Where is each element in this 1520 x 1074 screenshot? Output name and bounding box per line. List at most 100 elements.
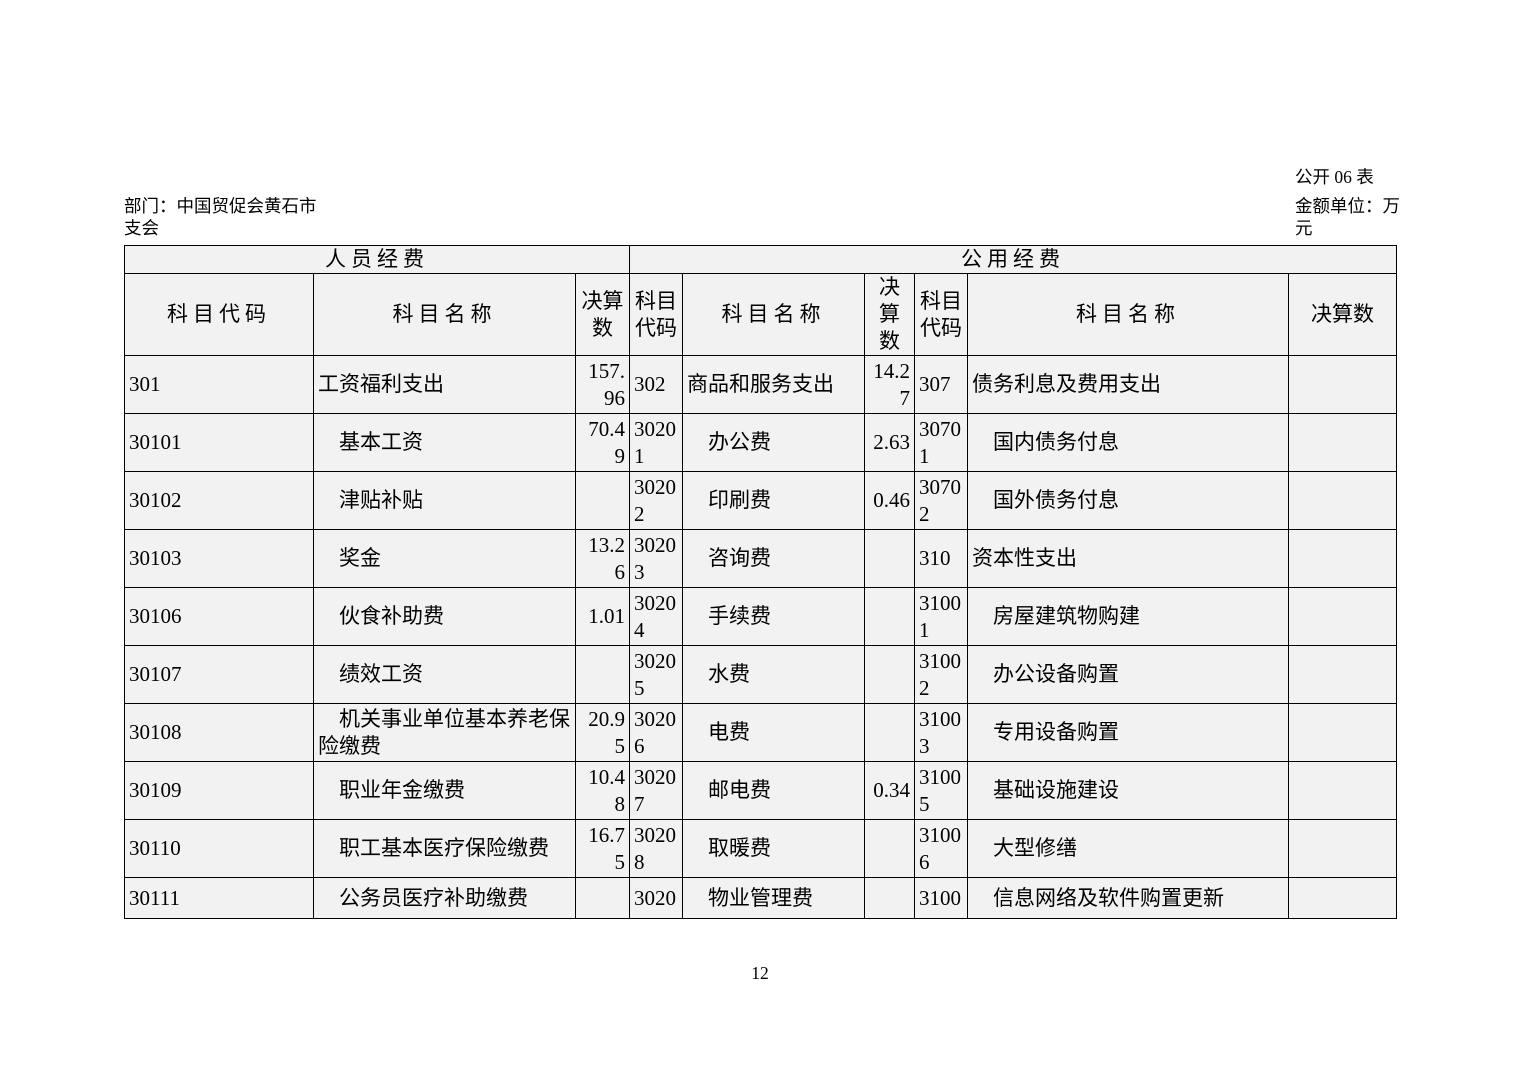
subject-name-cell: 伙食补助费 [313,587,576,646]
subject-code-cell: 30109 [124,761,314,820]
subject-name-cell: 电费 [682,703,866,762]
table-row: 30111 公务员医疗补助缴费 3020 物业管理费 3100 信息网络及软件购置更… [124,877,1398,919]
group-header-row: 人员经费 公用经费 [123,245,1398,274]
final-amount-cell [1288,355,1398,414]
column-header-subject-code: 科目代码 [124,273,314,356]
final-amount-cell [864,645,916,704]
subject-name-cell: 机关事业单位基本养老保险缴费 [313,703,576,762]
final-amount-cell [574,645,631,704]
final-amount-cell [1288,877,1398,919]
final-amount-cell: 2.63 [864,413,916,472]
department-label: 部门：中国贸促会黄石市 支会 [124,196,317,238]
subject-code-cell: 3020 [629,877,684,919]
subject-name-cell: 基本工资 [313,413,576,472]
table-row: 301 工资福利支出 157.96 302 商品和服务支出 14.27 307 债务利息及费用… [124,355,1398,414]
subject-code-cell: 31006 [914,819,969,878]
table-row: 30106 伙食补助费 1.01 30204 手续费 31001 房屋建筑物购建 [124,587,1398,646]
subject-code-cell: 30103 [124,529,314,588]
subject-code-cell: 30106 [124,587,314,646]
subject-code-cell: 30208 [629,819,684,878]
subject-code-cell: 30701 [914,413,969,472]
subject-name-cell: 国外债务付息 [967,471,1290,530]
public-funds-header: 公用经费 [629,245,1398,274]
subject-code-cell: 30702 [914,471,969,530]
subject-code-cell: 31003 [914,703,969,762]
final-amount-cell [1288,645,1398,704]
subject-code-cell: 30205 [629,645,684,704]
subject-code-cell: 30202 [629,471,684,530]
final-amount-cell: 157.96 [574,355,631,414]
personnel-funds-header: 人员经费 [123,245,631,274]
final-amount-cell [574,877,631,919]
subject-name-cell: 工资福利支出 [313,355,576,414]
subject-name-cell: 水费 [682,645,866,704]
subject-code-cell: 30101 [124,413,314,472]
final-amount-cell [864,587,916,646]
table-row: 30109 职业年金缴费 10.48 30207 邮电费 0.34 31005 基础设施… [124,761,1398,820]
column-header-row: 科目代码 科目名称 决算 数 科目 代码 科目名称 决算 数 科目 代码 科目名… [124,273,1398,356]
final-amount-cell: 0.34 [864,761,916,820]
subject-code-cell: 310 [914,529,969,588]
amount-unit-label: 金额单位：万 元 [1295,196,1400,238]
subject-code-cell: 31005 [914,761,969,820]
final-amount-cell: 1.01 [574,587,631,646]
column-header-subject-name: 科目名称 [682,273,866,356]
final-amount-cell [1288,587,1398,646]
column-header-subject-code: 科目 代码 [914,273,969,356]
final-amount-cell [864,703,916,762]
final-amount-cell [1288,761,1398,820]
subject-name-cell: 基础设施建设 [967,761,1290,820]
page-number: 12 [751,963,769,983]
final-amount-cell [1288,529,1398,588]
subject-name-cell: 取暖费 [682,819,866,878]
final-amount-cell [1288,413,1398,472]
subject-name-cell: 公务员医疗补助缴费 [313,877,576,919]
table-row: 30108 机关事业单位基本养老保险缴费 20.95 30206 电费 31003 专… [124,703,1398,762]
column-header-final-amount: 决算 数 [574,273,631,356]
subject-name-cell: 专用设备购置 [967,703,1290,762]
subject-name-cell: 商品和服务支出 [682,355,866,414]
subject-code-cell: 302 [629,355,684,414]
table-row: 30107 绩效工资 30205 水费 31002 办公设备购置 [124,645,1398,704]
subject-code-cell: 301 [124,355,314,414]
subject-code-cell: 31001 [914,587,969,646]
final-amount-cell [864,819,916,878]
subject-name-cell: 手续费 [682,587,866,646]
subject-name-cell: 津贴补贴 [313,471,576,530]
subject-name-cell: 大型修缮 [967,819,1290,878]
subject-name-cell: 信息网络及软件购置更新 [967,877,1290,919]
final-amount-cell [1288,471,1398,530]
final-amount-cell: 0.46 [864,471,916,530]
final-amount-cell [864,529,916,588]
subject-code-cell: 307 [914,355,969,414]
subject-code-cell: 30102 [124,471,314,530]
subject-code-cell: 30201 [629,413,684,472]
subject-name-cell: 办公费 [682,413,866,472]
final-amount-cell [574,471,631,530]
table-row: 30101 基本工资 70.49 30201 办公费 2.63 30701 国内债务付息 [124,413,1398,472]
final-amount-cell: 14.27 [864,355,916,414]
final-amount-cell: 70.49 [574,413,631,472]
table-row: 30102 津贴补贴 30202 印刷费 0.46 30702 国外债务付息 [124,471,1398,530]
subject-code-cell: 30203 [629,529,684,588]
subject-code-cell: 30107 [124,645,314,704]
final-amount-cell [864,877,916,919]
subject-name-cell: 绩效工资 [313,645,576,704]
subject-name-cell: 债务利息及费用支出 [967,355,1290,414]
subject-code-cell: 30206 [629,703,684,762]
table-row: 30103 奖金 13.26 30203 咨询费 310 资本性支出 [124,529,1398,588]
column-header-final-amount: 决算数 [1288,273,1398,356]
final-amount-cell [1288,703,1398,762]
form-label: 公开 06 表 [1295,167,1374,187]
subject-name-cell: 奖金 [313,529,576,588]
subject-code-cell: 31002 [914,645,969,704]
column-header-final-amount: 决算 数 [864,273,916,356]
subject-name-cell: 邮电费 [682,761,866,820]
subject-name-cell: 资本性支出 [967,529,1290,588]
subject-code-cell: 3100 [914,877,969,919]
column-header-subject-name: 科目名称 [967,273,1290,356]
subject-code-cell: 30108 [124,703,314,762]
subject-name-cell: 职工基本医疗保险缴费 [313,819,576,878]
final-amount-cell: 16.75 [574,819,631,878]
